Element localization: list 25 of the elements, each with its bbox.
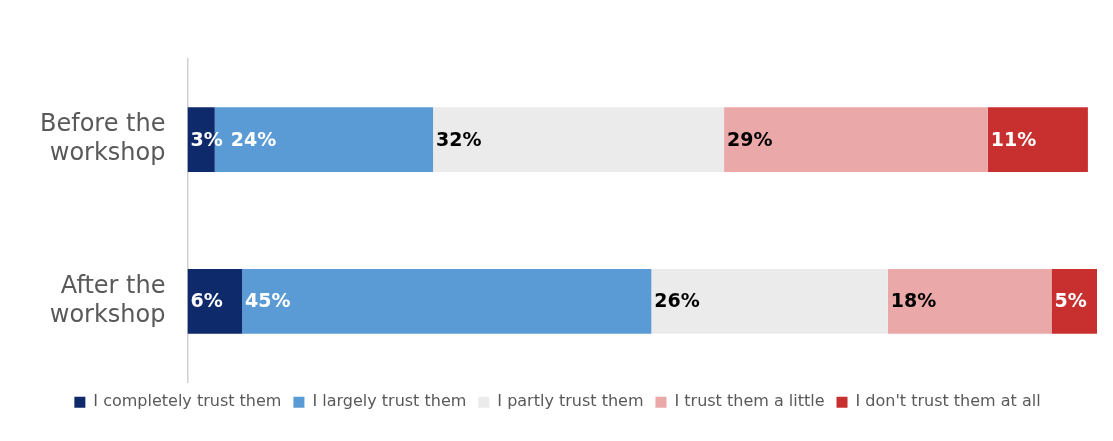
bar [1051, 269, 1097, 334]
legend-label: I completely trust them [93, 391, 282, 411]
legend-label: I trust them a little [674, 391, 825, 411]
data-label: 24% [230, 127, 277, 150]
bar [433, 107, 725, 172]
data-label: 3% [190, 127, 223, 150]
legend-label: I don't trust them at all [855, 391, 1041, 411]
legend-label: I largely trust them [312, 391, 467, 411]
legend-label: I partly trust them [497, 391, 644, 411]
bar [724, 107, 988, 172]
data-label: 26% [654, 289, 700, 312]
bar [242, 269, 652, 334]
bar [651, 269, 888, 334]
data-label: 11% [990, 127, 1037, 150]
data-label: 18% [890, 289, 937, 312]
bar [887, 269, 1052, 334]
y-tick-label: After the workshop [49, 271, 166, 328]
bar [987, 107, 1088, 172]
data-label: 29% [727, 127, 773, 150]
y-tick-label: Before the workshop [40, 109, 166, 167]
data-label: 6% [190, 289, 223, 312]
data-label: 45% [245, 289, 291, 312]
data-label: 5% [1054, 289, 1087, 312]
data-label: 32% [436, 127, 482, 150]
bar [187, 269, 243, 334]
